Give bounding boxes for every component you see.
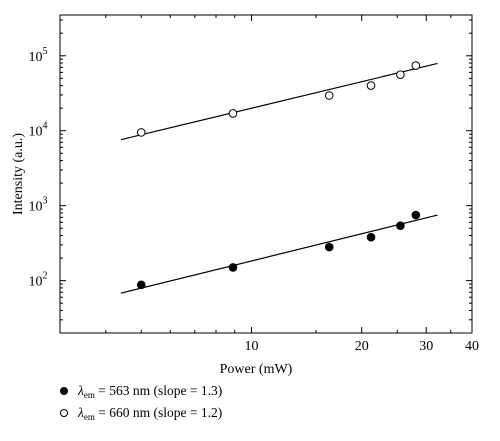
- legend: λem = 563 nm (slope = 1.3) λem = 660 nm …: [60, 380, 222, 424]
- axis-ticks: [60, 15, 473, 334]
- y-tick-label: 105: [29, 46, 48, 65]
- open-circle-icon: [60, 409, 68, 417]
- y-tick-label: 103: [29, 196, 48, 215]
- filled-data-point: [396, 221, 405, 231]
- filled-data-point: [324, 242, 334, 252]
- filled-data-point: [411, 210, 421, 220]
- fit-line: [120, 62, 438, 141]
- y-tick-label: 102: [29, 271, 48, 290]
- legend-label: λem = 660 nm (slope = 1.2): [78, 404, 223, 422]
- legend-item: λem = 660 nm (slope = 1.2): [60, 402, 222, 424]
- fit-line: [120, 214, 438, 294]
- filled-data-point: [366, 232, 376, 242]
- plot-frame: [59, 14, 473, 334]
- tick-labels: 102 103 104 105 10 20 30 40: [29, 46, 480, 354]
- filled-data-point: [228, 263, 238, 272]
- open-data-point: [324, 91, 334, 100]
- open-data-point: [366, 81, 376, 90]
- open-data-point: [411, 61, 421, 70]
- y-axis-label: Intensity (a.u.): [11, 133, 26, 215]
- chart: 102 103 104 105 10 20 30 40 Power (mW) Intensit…: [11, 14, 480, 377]
- data-points: [136, 61, 421, 290]
- open-data-point: [396, 70, 405, 79]
- x-axis-label: Power (mW): [220, 362, 293, 377]
- legend-item: λem = 563 nm (slope = 1.3): [60, 380, 222, 402]
- y-tick-label: 104: [29, 121, 48, 140]
- x-tick-label: 20: [355, 339, 369, 354]
- open-data-point: [136, 128, 146, 137]
- filled-data-point: [136, 280, 146, 290]
- x-tick-label: 10: [245, 339, 259, 354]
- x-tick-label: 40: [465, 339, 479, 354]
- x-tick-label: 30: [419, 339, 433, 354]
- fit-lines: [120, 62, 438, 294]
- open-data-point: [228, 109, 238, 118]
- legend-label: λem = 563 nm (slope = 1.3): [78, 382, 223, 400]
- filled-circle-icon: [60, 387, 68, 395]
